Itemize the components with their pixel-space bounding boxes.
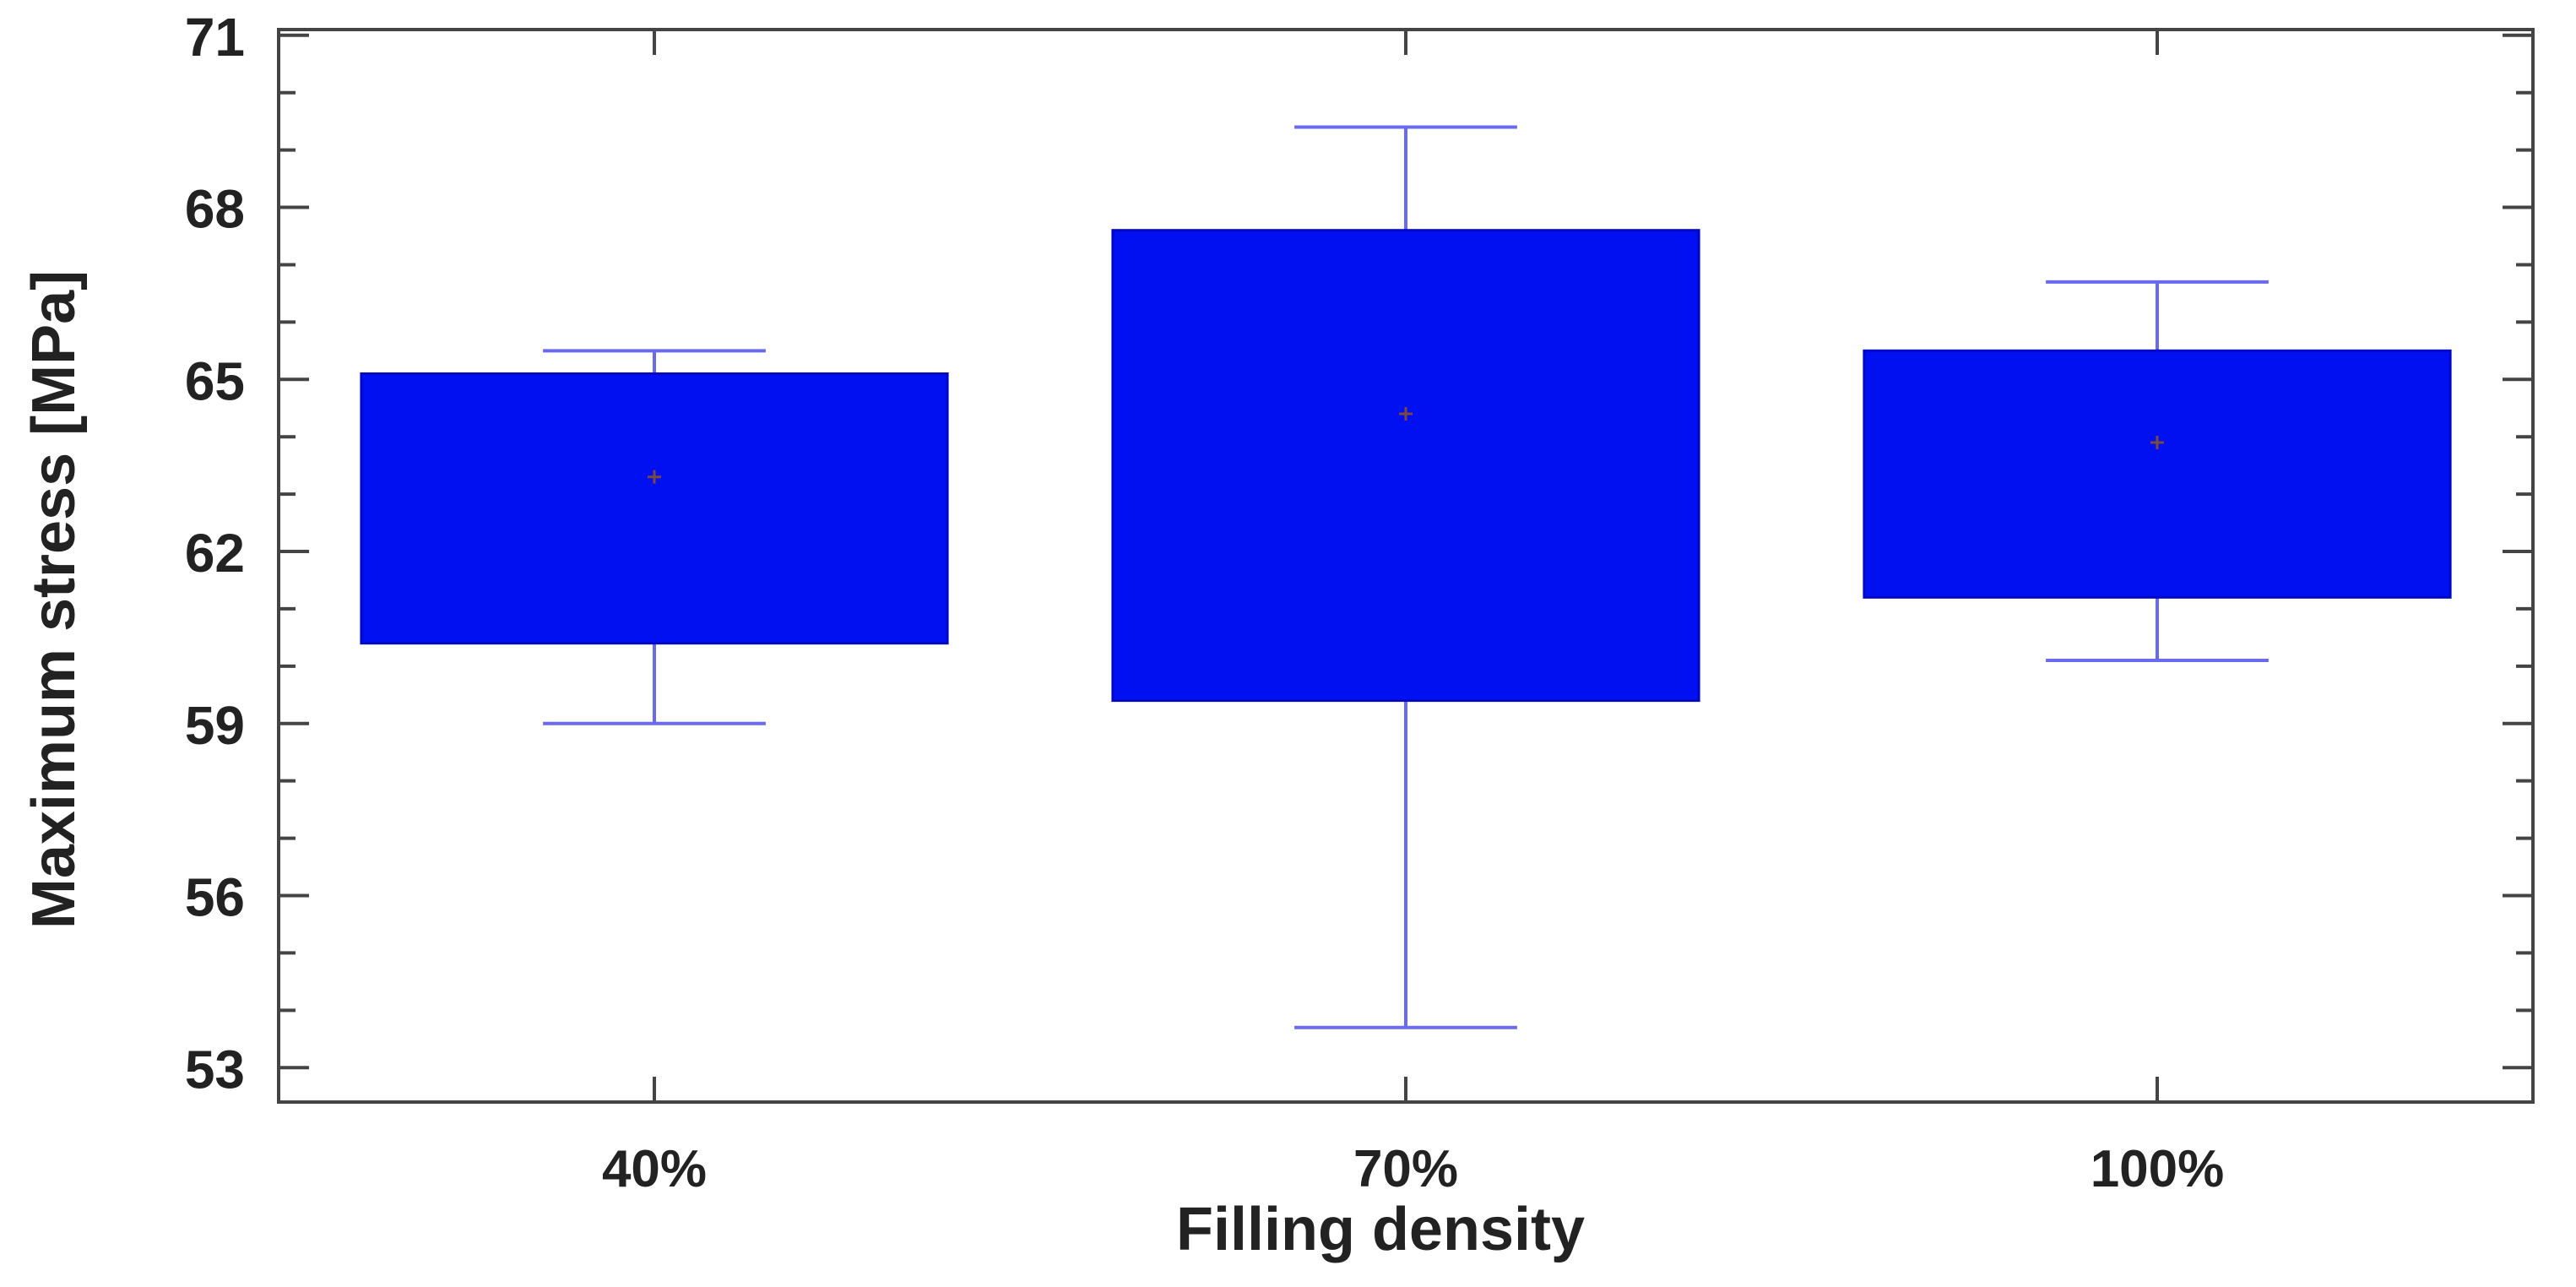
y-axis-title: Maximum stress [MPa]: [20, 270, 88, 929]
ticks-layer: [279, 30, 2533, 1102]
boxes-layer: [360, 125, 2452, 1029]
box: [1111, 229, 1700, 703]
y-tick-label: 71: [185, 7, 245, 68]
y-tick-label: 53: [185, 1039, 245, 1100]
box-group-70pct: [1111, 125, 1700, 1029]
box: [360, 372, 949, 645]
box-group-100pct: [1863, 280, 2452, 663]
box-group-40pct: [360, 349, 949, 725]
y-tick-label: 56: [185, 867, 245, 928]
box: [1863, 349, 2452, 599]
x-tick-label: 40%: [602, 1140, 707, 1198]
x-axis-title: Filling density: [1176, 1196, 1585, 1263]
y-tick-label: 68: [185, 179, 245, 240]
x-tick-label: 100%: [2091, 1140, 2225, 1198]
x-tick-label: 70%: [1353, 1140, 1458, 1198]
y-tick-label: 59: [185, 695, 245, 756]
tick-labels-layer: 53 56 59 62 65 68 71 40% 70% 100%: [185, 7, 2224, 1198]
y-tick-label: 65: [185, 350, 245, 411]
y-tick-label: 62: [185, 523, 245, 584]
